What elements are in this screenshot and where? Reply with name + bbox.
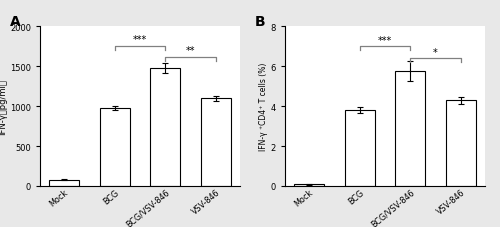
Bar <box>200 99 231 186</box>
Y-axis label: IFN-γ（pg/ml）: IFN-γ（pg/ml） <box>0 79 7 135</box>
Bar <box>100 108 130 186</box>
Bar <box>294 185 324 186</box>
Bar <box>49 180 80 186</box>
Text: ***: *** <box>133 35 147 45</box>
Bar <box>344 111 375 186</box>
Text: B: B <box>255 15 266 28</box>
Bar <box>395 72 426 186</box>
Text: ***: *** <box>378 36 392 46</box>
Text: *: * <box>433 48 438 58</box>
Bar <box>150 69 180 186</box>
Text: **: ** <box>186 46 196 56</box>
Y-axis label: IFN-γ ⁺CD4⁺ T cells (%): IFN-γ ⁺CD4⁺ T cells (%) <box>259 63 268 151</box>
Text: A: A <box>10 15 20 28</box>
Bar <box>446 101 476 186</box>
